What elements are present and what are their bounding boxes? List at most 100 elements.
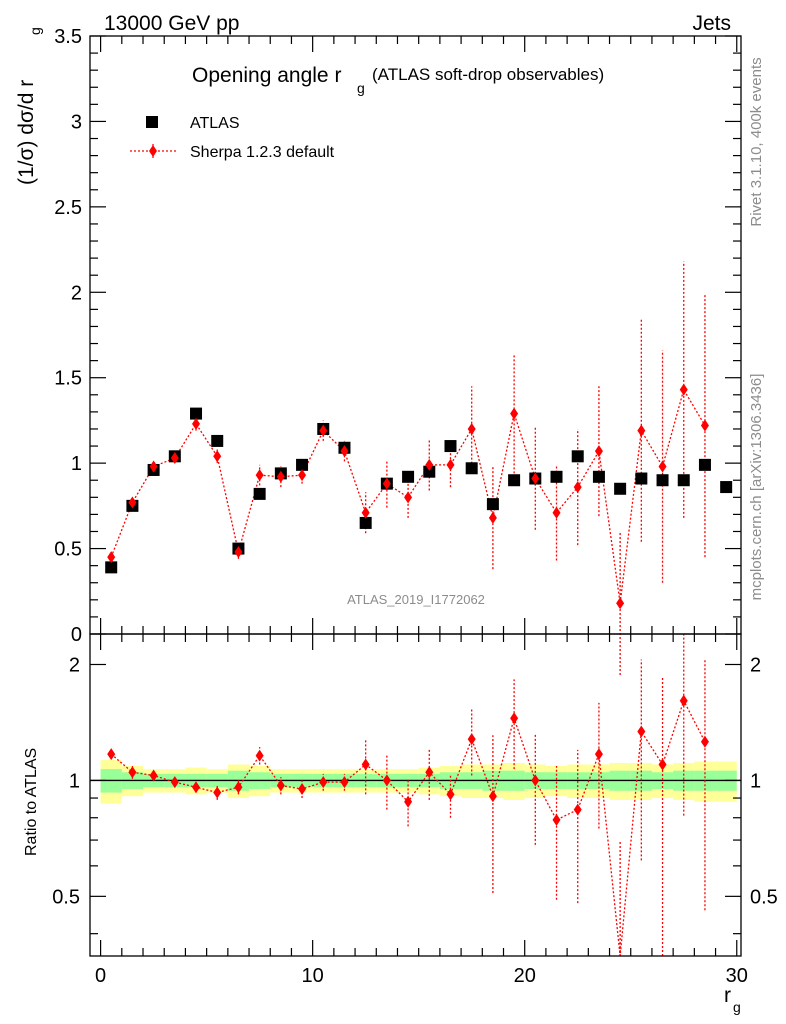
- ratio-tick-labels: 0.5 0.5 1 1 2 2: [52, 654, 778, 908]
- data-point: [211, 434, 224, 447]
- ratio-point: [594, 748, 603, 761]
- mc-point: [552, 506, 561, 519]
- ratio-ytick-label: 2: [69, 654, 80, 676]
- legend-mc-marker: [149, 145, 157, 157]
- ratio-point: [298, 782, 307, 795]
- data-point: [444, 440, 457, 453]
- data-point: [635, 472, 648, 485]
- data-point: [253, 487, 266, 500]
- mc-point: [255, 469, 264, 482]
- title-note: (ATLAS soft-drop observables): [372, 65, 604, 84]
- mc-point: [361, 506, 370, 519]
- ratio-ylabel-text: Ratio to ATLAS: [23, 748, 40, 856]
- ratio-point: [679, 694, 688, 707]
- mc-point: [128, 496, 137, 509]
- ratio-point: [467, 733, 476, 746]
- ratio-point: [446, 788, 455, 801]
- data-point: [508, 474, 521, 487]
- mc-point: [446, 458, 455, 471]
- xlabel-sub: g: [733, 999, 741, 1015]
- mcplots-label: mcplots.cern.ch [arXiv:1306.3436]: [748, 374, 765, 601]
- mc-point: [276, 470, 285, 483]
- mc-point: [192, 417, 201, 430]
- main-ytick-label: 0.5: [54, 539, 82, 561]
- ratio-point: [700, 735, 709, 748]
- ratio-point: [107, 748, 116, 761]
- ratio-point: [510, 712, 519, 725]
- data-point: [465, 462, 478, 475]
- ratio-point: [170, 776, 179, 789]
- x-tick-labels: 0 10 20 30: [95, 965, 748, 987]
- ratio-point: [531, 774, 540, 787]
- ratio-point: [552, 813, 561, 826]
- data-point: [592, 470, 605, 483]
- ratio-point: [192, 781, 201, 794]
- main-ylabel-text: (1/σ) dσ/d r: [15, 80, 38, 185]
- ratio-point: [637, 725, 646, 738]
- mc-point: [637, 424, 646, 437]
- title-sub: g: [357, 80, 365, 96]
- ratio-point: [319, 776, 328, 789]
- mc-point: [510, 407, 519, 420]
- ratio-ytick-label: 1: [69, 770, 80, 792]
- data-point: [423, 465, 436, 478]
- ratio-ytick-label-right: 2: [750, 654, 761, 676]
- xtick-label: 30: [726, 965, 748, 987]
- data-point: [402, 470, 415, 483]
- mc-point: [700, 419, 709, 432]
- main-axes: [90, 35, 741, 635]
- ratio-ylabel: Ratio to ATLAS: [23, 748, 40, 856]
- ratio-point: [234, 781, 243, 794]
- process-label: Jets: [692, 12, 731, 35]
- legend-mc-label: Sherpa 1.2.3 default: [190, 144, 335, 161]
- xtick-label: 10: [302, 965, 324, 987]
- main-ytick-label: 1: [71, 453, 82, 475]
- analysis-id: ATLAS_2019_I1772062: [347, 592, 485, 607]
- ratio-point: [128, 766, 137, 779]
- ratio-frame: [89, 633, 742, 957]
- ratio-ytick-label-right: 0.5: [750, 886, 778, 908]
- ratio-point: [425, 766, 434, 779]
- main-frame: [89, 35, 742, 635]
- main-ytick-label: 3.5: [54, 26, 82, 48]
- mc-point: [170, 452, 179, 465]
- mc-point: [658, 460, 667, 473]
- mc-point: [425, 458, 434, 471]
- ratio-point: [573, 803, 582, 816]
- energy-label: 13000 GeV pp: [104, 12, 239, 35]
- ratio-ytick-label-right: 1: [750, 770, 761, 792]
- ratio-point: [404, 795, 413, 808]
- ratio-point: [382, 774, 391, 787]
- data-point: [571, 450, 584, 463]
- ratio-point: [255, 749, 264, 762]
- mc-line: [110, 388, 706, 604]
- data-point: [698, 458, 711, 471]
- ratio-point: [340, 776, 349, 789]
- main-tick-labels: 0 0.5 1 1.5 2 2.5 3 3.5: [54, 26, 82, 646]
- mc-point: [467, 422, 476, 435]
- xlabel-main: r: [724, 984, 731, 1007]
- mc-point: [298, 469, 307, 482]
- data-point: [296, 458, 309, 471]
- title-main: Opening angle r: [192, 64, 341, 87]
- mc-point: [573, 481, 582, 494]
- data-point: [550, 470, 563, 483]
- ratio-point: [213, 786, 222, 799]
- mc-series-points: [107, 383, 709, 610]
- mc-point: [531, 472, 540, 485]
- mc-point: [594, 445, 603, 458]
- legend-data-label: ATLAS: [190, 115, 240, 132]
- main-ytick-label: 2.5: [54, 197, 82, 219]
- data-series-points: [105, 407, 733, 574]
- ratio-point: [488, 790, 497, 803]
- mc-point: [107, 551, 116, 564]
- mc-point: [149, 460, 158, 473]
- mc-series-errors: [110, 261, 706, 676]
- mc-point: [382, 477, 391, 490]
- mc-point: [616, 597, 625, 610]
- mc-point: [488, 511, 497, 524]
- data-point: [359, 516, 372, 529]
- mc-point: [404, 491, 413, 504]
- main-ytick-label: 3: [71, 111, 82, 133]
- ratio-ytick-label: 0.5: [52, 886, 80, 908]
